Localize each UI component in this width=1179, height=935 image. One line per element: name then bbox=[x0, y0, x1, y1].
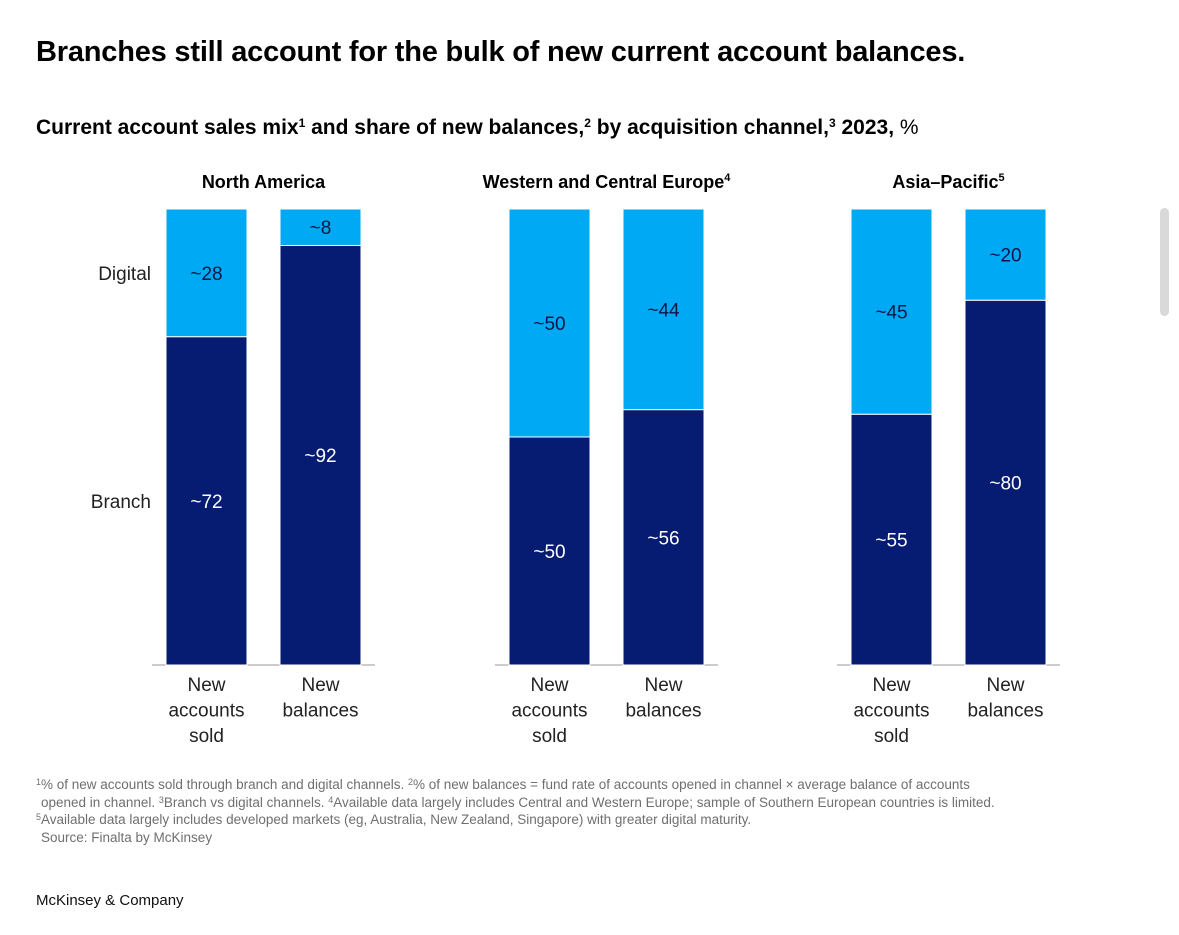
panel-western-and-central-europe: Western and Central Europe4 ~50 ~50 New acco… bbox=[483, 172, 732, 747]
panel-asia-pacific: Asia–Pacific5 ~55 ~45 New accounts sold ~80 ~20… bbox=[837, 172, 1060, 747]
data-label-branch: ~50 bbox=[533, 542, 565, 563]
category-label-line: New bbox=[644, 675, 682, 696]
footnotes: 1% of new accounts sold through branch a… bbox=[36, 776, 1146, 846]
category-label: New balances bbox=[282, 675, 358, 722]
data-label-branch: ~55 bbox=[875, 531, 907, 552]
panel-title: North America bbox=[202, 172, 326, 192]
panel-north-america: North America ~72 ~28 New accounts sold ~92 ~8 N… bbox=[152, 172, 375, 747]
category-label-line: accounts bbox=[168, 701, 244, 722]
panel-title: Asia–Pacific5 bbox=[892, 172, 1004, 192]
bar-digital-new-balances bbox=[279, 208, 362, 246]
footnote-3-marker: 3 bbox=[158, 794, 164, 805]
footnote-line-1: 1% of new accounts sold through branch a… bbox=[36, 776, 1146, 794]
footnote-5: Available data largely includes develope… bbox=[41, 812, 752, 827]
bar-digital-new-accounts-sold bbox=[165, 208, 248, 338]
series-axis-label-digital: Digital bbox=[98, 264, 151, 285]
footnote-2-marker: 2 bbox=[408, 777, 414, 787]
category-label-line: sold bbox=[532, 726, 567, 747]
category-label-line: sold bbox=[874, 726, 909, 747]
bar-branch-new-accounts-sold bbox=[508, 436, 591, 666]
category-label: New balances bbox=[625, 675, 701, 722]
category-label-line: New bbox=[986, 675, 1024, 696]
category-label-line: balances bbox=[967, 701, 1043, 722]
subtitle-unit: % bbox=[894, 116, 919, 139]
category-label: New accounts sold bbox=[853, 675, 929, 747]
footnote-4-marker: 4 bbox=[328, 794, 334, 805]
panel-title-footnote: 4 bbox=[724, 172, 731, 184]
subtitle-part1: Current account sales mix bbox=[36, 116, 299, 139]
footnote-1: % of new accounts sold through branch an… bbox=[41, 777, 409, 792]
bar-digital-new-accounts-sold bbox=[850, 208, 933, 415]
bar-branch-new-accounts-sold bbox=[850, 413, 933, 666]
data-label-branch: ~72 bbox=[190, 492, 222, 513]
data-label-branch: ~56 bbox=[647, 528, 679, 549]
category-label-line: accounts bbox=[511, 701, 587, 722]
footnote-2b: opened in channel. bbox=[41, 794, 159, 810]
bar-branch-new-balances bbox=[622, 409, 705, 666]
brand-logo-text: McKinsey & Company bbox=[36, 892, 184, 909]
data-label-digital: ~8 bbox=[310, 218, 332, 239]
panel-title-footnote: 5 bbox=[998, 172, 1004, 184]
scrollbar-thumb[interactable] bbox=[1160, 208, 1169, 316]
footnote-line-3: 5Available data largely includes develop… bbox=[36, 811, 1146, 829]
footnote-3: Branch vs digital channels. bbox=[163, 794, 329, 810]
chart-title: Branches still account for the bulk of n… bbox=[36, 36, 966, 68]
subtitle-part4: 2023, bbox=[835, 116, 895, 139]
data-label-digital: ~20 bbox=[989, 246, 1021, 267]
subtitle-sup1: 1 bbox=[298, 116, 306, 130]
footnote-2a: % of new balances = fund rate of account… bbox=[413, 777, 970, 792]
panel-title: Western and Central Europe4 bbox=[483, 172, 732, 192]
data-label-digital: ~44 bbox=[647, 300, 680, 321]
category-label-line: New bbox=[187, 675, 225, 696]
subtitle-part3: by acquisition channel, bbox=[590, 116, 829, 139]
footnote-line-2: opened in channel. 3Branch vs digital ch… bbox=[36, 794, 1146, 812]
stacked-bar-chart: North America ~72 ~28 New accounts sold ~92 ~8 N… bbox=[91, 172, 1060, 747]
category-label-line: balances bbox=[625, 701, 701, 722]
category-label-line: New bbox=[872, 675, 910, 696]
data-label-branch: ~92 bbox=[304, 446, 336, 467]
subtitle-sup2: 2 bbox=[584, 116, 591, 130]
subtitle-part2: and share of new balances, bbox=[305, 116, 585, 139]
category-label-line: New bbox=[530, 675, 568, 696]
category-label: New accounts sold bbox=[168, 675, 244, 747]
footnote-5-marker: 5 bbox=[36, 812, 42, 822]
data-label-digital: ~28 bbox=[190, 264, 222, 285]
category-label: New balances bbox=[967, 675, 1043, 722]
category-label-line: balances bbox=[282, 701, 358, 722]
footnote-4: Available data largely includes Central … bbox=[333, 794, 995, 810]
chart-subtitle: Current account sales mix1 and share of … bbox=[36, 116, 919, 140]
bar-digital-new-balances bbox=[622, 208, 705, 411]
category-label-line: sold bbox=[189, 726, 224, 747]
series-axis-label-branch: Branch bbox=[91, 492, 151, 513]
bar-digital-new-balances bbox=[964, 208, 1047, 301]
category-label: New accounts sold bbox=[511, 675, 587, 747]
category-label-line: accounts bbox=[853, 701, 929, 722]
data-label-branch: ~80 bbox=[989, 474, 1021, 495]
category-label-line: New bbox=[301, 675, 339, 696]
source-note: Source: Finalta by McKinsey bbox=[41, 829, 213, 845]
data-label-digital: ~45 bbox=[875, 303, 907, 324]
footnote-1-marker: 1 bbox=[36, 777, 42, 787]
subtitle-sup3: 3 bbox=[828, 116, 836, 130]
data-label-digital: ~50 bbox=[533, 314, 565, 335]
bar-digital-new-accounts-sold bbox=[508, 208, 591, 438]
